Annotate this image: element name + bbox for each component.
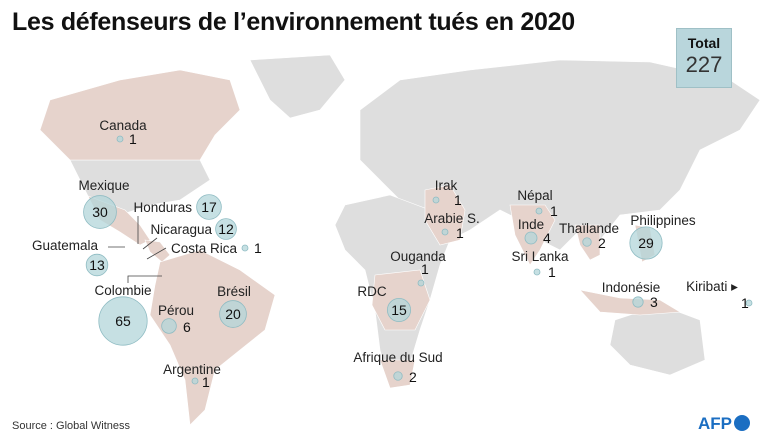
circle-costa-rica <box>241 244 249 252</box>
circle-indonesie <box>632 296 644 308</box>
label-philippines: Philippines <box>630 213 696 228</box>
value-sri-lanka: 1 <box>548 264 556 280</box>
label-thailande: Thaïlande <box>559 221 619 236</box>
value-philippines: 29 <box>638 235 654 251</box>
leader-nicaragua <box>142 237 158 250</box>
label-rdc: RDC <box>357 284 386 299</box>
label-irak: Irak <box>435 178 458 193</box>
circle-rdc <box>386 297 412 323</box>
circle-perou <box>161 318 177 334</box>
circle-bresil <box>219 300 247 328</box>
label-arabie-s: Arabie S. <box>424 211 480 226</box>
value-argentine: 1 <box>202 374 210 390</box>
label-perou: Pérou <box>158 303 194 318</box>
circle-argentine <box>191 377 199 385</box>
label-nicaragua: Nicaragua <box>150 222 212 237</box>
value-ouganda: 1 <box>421 261 429 277</box>
label-nepal: Népal <box>517 188 552 203</box>
circle-arabie-s <box>441 228 449 236</box>
label-argentine: Argentine <box>163 362 221 377</box>
value-kiribati: 1 <box>741 295 749 311</box>
label-indonesie: Indonésie <box>602 280 661 295</box>
label-guatemala: Guatemala <box>32 238 99 253</box>
page-title: Les défenseurs de l’environnement tués e… <box>12 8 575 36</box>
value-afrique-du-sud: 2 <box>409 369 417 385</box>
label-bresil: Brésil <box>217 284 251 299</box>
label-mexique: Mexique <box>78 178 129 193</box>
label-kiribati: Kiribati ▸ <box>686 279 738 294</box>
circle-philippines <box>629 226 663 260</box>
label-canada: Canada <box>99 118 147 133</box>
value-costa-rica: 1 <box>254 240 262 256</box>
circle-canada <box>116 135 124 143</box>
total-value: 227 <box>685 52 723 77</box>
leader-colombie <box>127 275 162 283</box>
circle-ouganda <box>417 279 425 287</box>
value-canada: 1 <box>129 131 137 147</box>
circle-afrique-du-sud <box>393 371 403 381</box>
canada-shape <box>39 69 241 161</box>
circle-nepal <box>535 207 543 215</box>
value-honduras: 17 <box>201 199 217 215</box>
value-nepal: 1 <box>550 203 558 219</box>
circle-honduras <box>196 194 222 220</box>
value-mexique: 30 <box>92 204 108 220</box>
label-honduras: Honduras <box>133 200 192 215</box>
circle-nicaragua <box>215 218 237 240</box>
australia <box>609 304 706 376</box>
value-arabie-s: 1 <box>456 225 464 241</box>
afp-logo: AFP <box>698 414 750 434</box>
label-costa-rica: Costa Rica <box>171 241 238 256</box>
source-note: Source : Global Witness <box>12 420 130 432</box>
greenland <box>249 54 346 119</box>
total-label: Total <box>687 35 721 51</box>
value-bresil: 20 <box>225 306 241 322</box>
label-afrique-du-sud: Afrique du Sud <box>353 350 442 365</box>
value-nicaragua: 12 <box>218 221 234 237</box>
label-inde: Inde <box>518 217 544 232</box>
circle-guatemala <box>85 253 109 277</box>
value-indonesie: 3 <box>650 294 658 310</box>
value-perou: 6 <box>183 319 191 335</box>
circle-kiribati <box>745 299 753 307</box>
value-irak: 1 <box>454 192 462 208</box>
total-box: Total 227 <box>676 28 732 88</box>
circle-mexique <box>83 195 117 229</box>
circle-inde <box>524 231 538 245</box>
value-guatemala: 13 <box>89 257 105 273</box>
leader-costa-rica <box>146 247 167 260</box>
circle-sri-lanka <box>533 268 541 276</box>
value-thailande: 2 <box>598 235 606 251</box>
label-ouganda: Ouganda <box>390 249 446 264</box>
circle-irak <box>432 196 440 204</box>
label-sri-lanka: Sri Lanka <box>511 249 569 264</box>
central-america-shape <box>144 239 171 263</box>
south-america-shape <box>149 249 276 426</box>
value-rdc: 15 <box>391 302 407 318</box>
value-colombie: 65 <box>115 313 131 329</box>
indonesia-shape <box>579 289 681 316</box>
circle-colombie <box>98 296 148 346</box>
label-colombie: Colombie <box>94 283 151 298</box>
value-inde: 4 <box>543 230 551 246</box>
circle-thailande <box>582 237 592 247</box>
